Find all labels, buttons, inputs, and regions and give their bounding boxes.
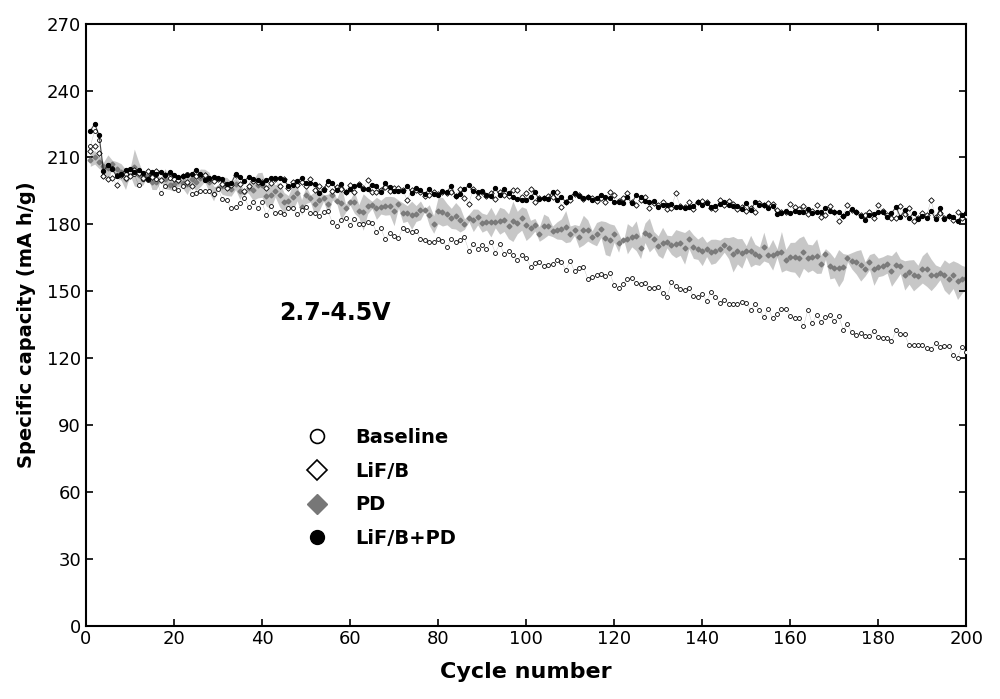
Legend: Baseline, LiF/B, PD, LiF/B+PD: Baseline, LiF/B, PD, LiF/B+PD <box>289 420 464 556</box>
Text: 2.7-4.5V: 2.7-4.5V <box>280 301 391 324</box>
X-axis label: Cycle number: Cycle number <box>440 663 612 682</box>
Y-axis label: Specific capacity (mA h/g): Specific capacity (mA h/g) <box>17 181 36 468</box>
